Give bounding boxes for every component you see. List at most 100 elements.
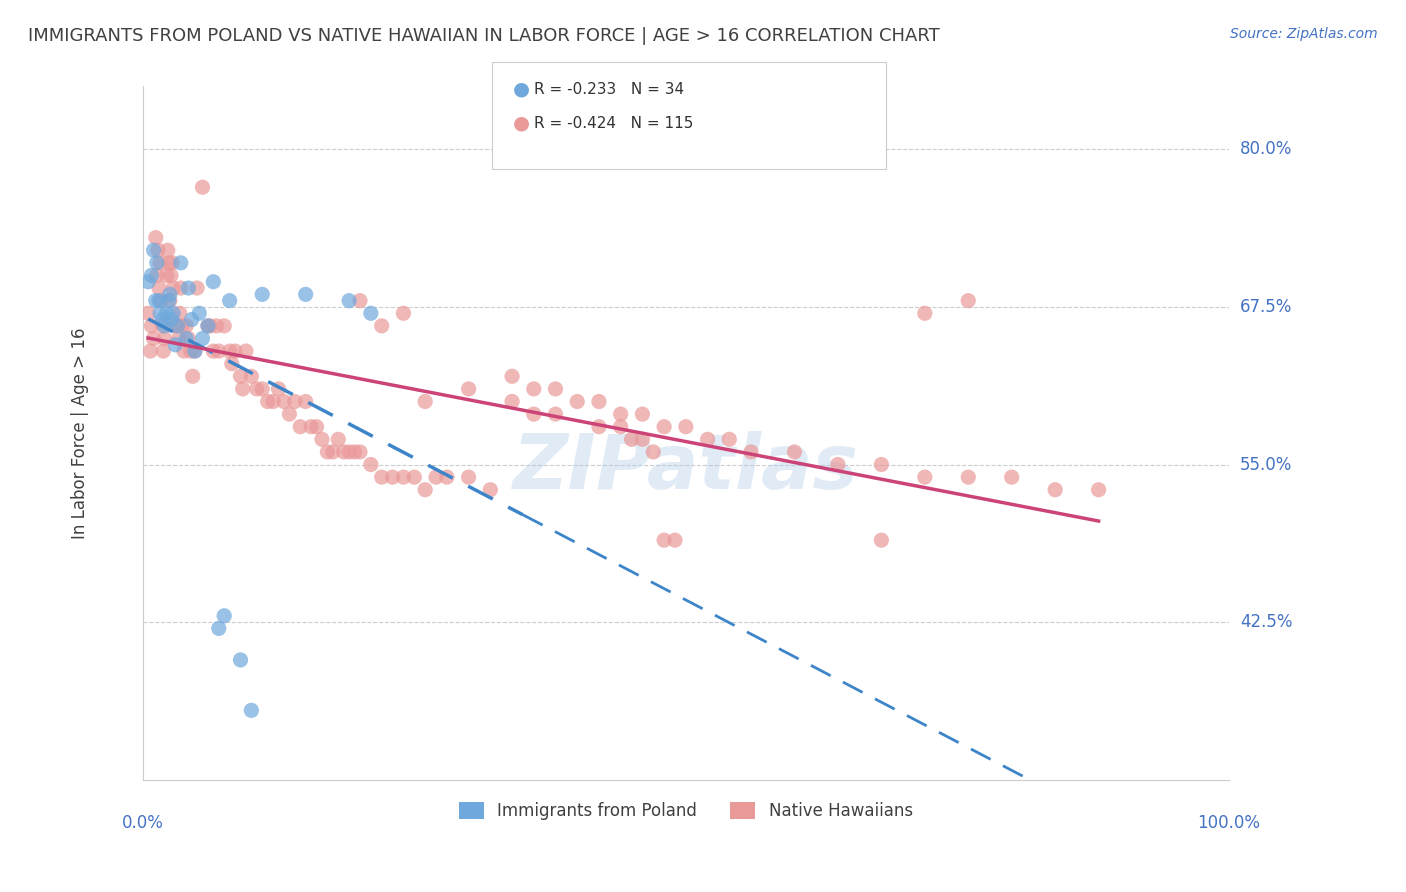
Point	[252, 382, 274, 396]
Point	[544, 382, 567, 396]
Point	[652, 533, 675, 548]
Point	[588, 419, 610, 434]
Point	[240, 369, 263, 384]
Point	[152, 344, 174, 359]
Point	[652, 419, 675, 434]
Point	[783, 445, 806, 459]
Text: 42.5%: 42.5%	[1240, 613, 1292, 632]
Point	[170, 256, 193, 270]
Point	[609, 407, 631, 421]
Point	[141, 268, 163, 283]
Point	[501, 369, 523, 384]
Point	[149, 256, 172, 270]
Point	[177, 331, 200, 345]
Point	[360, 306, 382, 320]
Point	[294, 287, 316, 301]
Point	[284, 394, 307, 409]
Point	[914, 306, 936, 320]
Point	[914, 470, 936, 484]
Point	[150, 312, 173, 326]
Point	[149, 306, 172, 320]
Point	[523, 382, 546, 396]
Point	[197, 318, 219, 333]
Point	[173, 344, 195, 359]
Text: R = -0.424   N = 115: R = -0.424 N = 115	[534, 116, 693, 130]
Point	[221, 357, 243, 371]
Text: 67.5%: 67.5%	[1240, 298, 1292, 316]
Point	[290, 419, 312, 434]
Point	[870, 533, 893, 548]
Point	[232, 382, 254, 396]
Point	[381, 470, 404, 484]
Point	[148, 281, 170, 295]
Point	[501, 394, 523, 409]
Point	[142, 331, 165, 345]
Point	[273, 394, 295, 409]
Text: 80.0%: 80.0%	[1240, 140, 1292, 159]
Point	[696, 433, 718, 447]
Point	[235, 344, 257, 359]
Point	[156, 244, 179, 258]
Point	[278, 407, 301, 421]
Point	[229, 369, 252, 384]
Point	[174, 318, 197, 333]
Point	[413, 483, 436, 497]
Point	[160, 256, 183, 270]
Point	[181, 369, 204, 384]
Point	[212, 318, 235, 333]
Point	[609, 419, 631, 434]
Point	[337, 445, 360, 459]
Point	[413, 394, 436, 409]
Text: Source: ZipAtlas.com: Source: ZipAtlas.com	[1230, 27, 1378, 41]
Point	[169, 306, 191, 320]
Point	[229, 653, 252, 667]
Point	[294, 394, 316, 409]
Point	[162, 306, 184, 320]
Point	[170, 318, 193, 333]
Point	[322, 445, 344, 459]
Point	[675, 419, 697, 434]
Point	[145, 293, 167, 308]
Text: 55.0%: 55.0%	[1240, 456, 1292, 474]
Point	[162, 281, 184, 295]
Point	[191, 180, 214, 194]
Point	[188, 306, 211, 320]
Point	[150, 293, 173, 308]
Point	[205, 318, 228, 333]
Point	[1001, 470, 1024, 484]
Point	[180, 344, 202, 359]
Point	[664, 533, 686, 548]
Point	[1087, 483, 1109, 497]
Point	[620, 433, 643, 447]
Text: IMMIGRANTS FROM POLAND VS NATIVE HAWAIIAN IN LABOR FORCE | AGE > 16 CORRELATION : IMMIGRANTS FROM POLAND VS NATIVE HAWAIIA…	[28, 27, 939, 45]
Point	[148, 293, 170, 308]
Point	[202, 275, 225, 289]
Point	[191, 331, 214, 345]
Point	[202, 344, 225, 359]
Text: ●: ●	[513, 79, 530, 99]
Point	[957, 293, 980, 308]
Point	[157, 293, 180, 308]
Point	[174, 331, 197, 345]
Point	[150, 318, 173, 333]
Point	[157, 256, 180, 270]
Legend: Immigrants from Poland, Native Hawaiians: Immigrants from Poland, Native Hawaiians	[453, 796, 920, 827]
Point	[870, 458, 893, 472]
Point	[523, 407, 546, 421]
Point	[197, 318, 219, 333]
Point	[145, 230, 167, 244]
Point	[177, 281, 200, 295]
Point	[479, 483, 502, 497]
Point	[305, 419, 328, 434]
Point	[252, 287, 274, 301]
Point	[316, 445, 339, 459]
Point	[718, 433, 741, 447]
Point	[392, 306, 415, 320]
Point	[146, 256, 169, 270]
Point	[425, 470, 447, 484]
Point	[156, 306, 179, 320]
Point	[328, 433, 350, 447]
Text: ZIPatlas: ZIPatlas	[513, 431, 859, 505]
Point	[136, 306, 159, 320]
Point	[827, 458, 849, 472]
